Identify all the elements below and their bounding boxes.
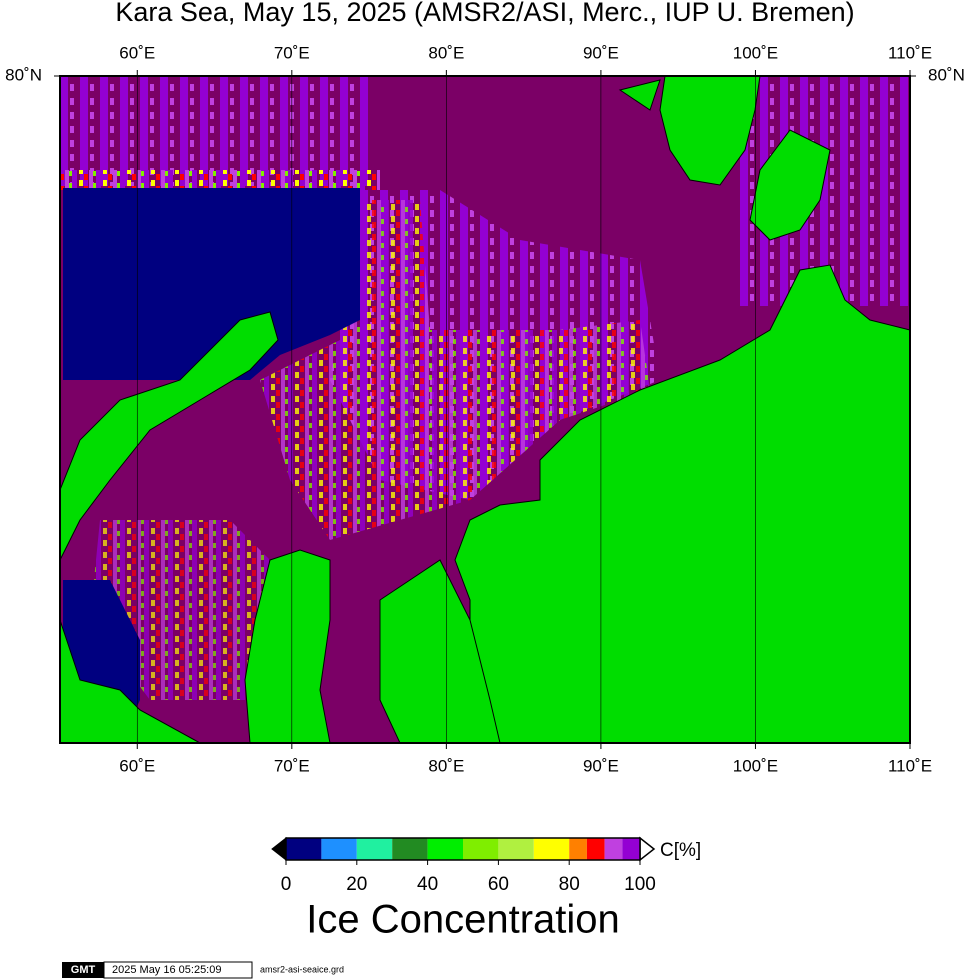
land (60, 619, 201, 743)
logo: GMT (71, 964, 96, 976)
colorbar-tick-label: 0 (281, 874, 292, 895)
y-tick-label: 80˚N (928, 65, 965, 84)
ice-edge (60, 170, 380, 190)
land (659, 76, 761, 186)
x-tick-label: 60˚E (119, 43, 155, 62)
colorbar-bin (463, 838, 499, 860)
colorbar-bin (356, 838, 393, 860)
colorbar-bin (586, 838, 605, 860)
logo-box (62, 962, 104, 978)
x-tick-label: 80˚E (428, 756, 464, 775)
filename: amsr2-asi-seaice.grd (260, 964, 344, 974)
x-tick-label: 110˚E (888, 43, 932, 62)
colorbar-bin (321, 838, 357, 860)
colorbar-tick-label: 60 (488, 874, 509, 895)
colorbar-bin (533, 838, 570, 860)
timestamp-box (103, 961, 253, 979)
colorbar-bin (498, 838, 534, 860)
land (454, 264, 910, 743)
land (244, 549, 331, 743)
colorbar-bin (604, 838, 623, 860)
land (618, 79, 661, 111)
ice-texture (60, 76, 370, 186)
colorbar-bin (622, 838, 640, 860)
land (60, 311, 279, 561)
graticule (136, 76, 910, 743)
colorbar-tick-label: 100 (624, 874, 656, 895)
colorbar-bin (569, 838, 587, 860)
x-tick-label: 70˚E (274, 756, 310, 775)
colorbar-tick-label: 20 (346, 874, 367, 895)
x-tick-label: 70˚E (274, 43, 310, 62)
colorbar-tick-label: 40 (417, 874, 438, 895)
colorbar: C[%] Ice Concentration 0 20 40 60 80 100 (271, 836, 701, 942)
land (379, 559, 501, 743)
map (60, 76, 910, 743)
colorbar-unit: C[%] (660, 840, 701, 861)
colorbar-title: Ice Concentration (306, 898, 620, 942)
x-tick-label: 100˚E (733, 43, 778, 62)
x-tick-label: 90˚E (583, 756, 619, 775)
x-tick-label: 110˚E (888, 756, 932, 775)
colorbar-bin (427, 838, 463, 860)
axes: 60˚E 60˚E 70˚E 70˚E 80˚E 80˚E 90˚E 90˚E 100˚E 100… (5, 43, 965, 775)
colorbar-under (271, 836, 287, 862)
timestamp: 2025 May 16 05:25:09 (112, 964, 221, 976)
x-tick-label: 100˚E (733, 756, 778, 775)
colorbar-tick-label: 80 (559, 874, 580, 895)
x-tick-label: 90˚E (583, 43, 619, 62)
y-tick-label: 80˚N (5, 65, 42, 84)
x-tick-label: 80˚E (428, 43, 464, 62)
colorbar-frame (285, 837, 641, 861)
land (749, 129, 831, 241)
x-tick-label: 60˚E (119, 756, 155, 775)
colorbar-over (639, 836, 656, 862)
colorbar-bin (392, 838, 428, 860)
colorbar-bin (286, 838, 322, 860)
title: Kara Sea, May 15, 2025 (AMSR2/ASI, Merc.… (115, 0, 854, 27)
footer: GMT 2025 May 16 05:25:09 amsr2-asi-seaic… (62, 961, 344, 979)
map-frame (59, 75, 911, 744)
